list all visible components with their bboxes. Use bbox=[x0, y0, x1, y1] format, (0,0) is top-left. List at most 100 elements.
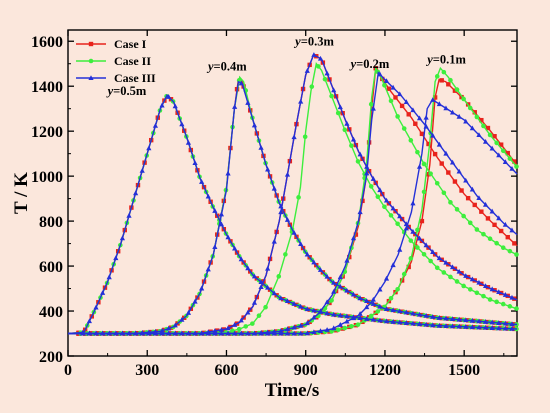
peak-label-value: =0.5m bbox=[113, 84, 147, 98]
data-marker bbox=[146, 330, 152, 336]
data-marker bbox=[159, 327, 165, 333]
legend-marker bbox=[88, 58, 94, 64]
data-marker bbox=[388, 295, 394, 301]
data-marker bbox=[383, 306, 390, 312]
data-marker bbox=[382, 83, 387, 88]
data-marker bbox=[185, 310, 192, 315]
data-marker bbox=[393, 95, 398, 100]
data-marker bbox=[199, 330, 205, 336]
data-marker bbox=[166, 94, 172, 99]
data-marker bbox=[113, 330, 119, 336]
data-marker bbox=[469, 276, 475, 282]
data-marker bbox=[113, 255, 119, 261]
data-marker bbox=[199, 179, 205, 184]
data-marker bbox=[502, 325, 508, 331]
data-marker bbox=[218, 330, 225, 336]
data-marker bbox=[139, 167, 145, 173]
data-marker bbox=[99, 330, 106, 336]
data-marker bbox=[461, 96, 466, 102]
data-marker bbox=[509, 321, 515, 327]
data-marker bbox=[410, 320, 416, 326]
data-marker bbox=[476, 132, 482, 138]
data-marker bbox=[375, 194, 381, 199]
data-marker bbox=[236, 326, 242, 332]
data-marker bbox=[152, 122, 159, 128]
data-marker bbox=[498, 228, 504, 234]
data-marker bbox=[476, 279, 482, 285]
data-marker bbox=[449, 264, 456, 270]
data-marker bbox=[179, 121, 185, 127]
data-marker bbox=[364, 304, 370, 310]
data-marker bbox=[397, 308, 403, 314]
peak-label-var: y bbox=[349, 57, 357, 71]
data-marker bbox=[449, 316, 456, 322]
x-axis-title: Time/s bbox=[265, 380, 320, 401]
data-marker bbox=[284, 217, 291, 222]
data-marker bbox=[454, 279, 460, 284]
data-marker bbox=[304, 320, 310, 326]
data-marker bbox=[441, 69, 447, 75]
peak-annotations: y=0.5my=0.4my=0.3my=0.2m y=0.1m bbox=[106, 35, 467, 98]
data-marker bbox=[443, 323, 449, 328]
legend-marker bbox=[88, 75, 94, 80]
data-marker bbox=[368, 101, 374, 107]
series-case-iii-group-5 bbox=[68, 97, 518, 336]
data-marker bbox=[344, 120, 350, 126]
data-marker bbox=[446, 170, 451, 175]
data-marker bbox=[311, 329, 317, 335]
data-marker bbox=[408, 256, 414, 261]
data-marker bbox=[258, 145, 264, 150]
data-marker bbox=[494, 240, 499, 246]
data-marker bbox=[505, 234, 510, 240]
data-marker bbox=[212, 328, 218, 333]
data-marker bbox=[406, 264, 411, 270]
data-marker bbox=[238, 80, 244, 86]
data-marker bbox=[469, 317, 475, 323]
data-marker bbox=[463, 324, 469, 329]
data-marker bbox=[258, 330, 264, 336]
data-marker bbox=[225, 325, 231, 331]
data-marker bbox=[370, 301, 376, 306]
data-marker bbox=[298, 330, 304, 336]
data-marker bbox=[423, 114, 429, 120]
data-marker bbox=[383, 275, 390, 281]
data-marker bbox=[436, 255, 442, 261]
data-marker bbox=[439, 161, 444, 166]
data-marker bbox=[86, 330, 92, 336]
data-marker bbox=[474, 290, 480, 296]
series-line bbox=[68, 66, 518, 335]
data-marker bbox=[476, 324, 482, 330]
data-marker bbox=[410, 107, 416, 113]
data-marker bbox=[238, 256, 244, 262]
data-marker bbox=[441, 190, 447, 196]
data-marker bbox=[416, 164, 423, 169]
data-marker bbox=[421, 161, 427, 167]
data-marker bbox=[350, 235, 357, 241]
data-marker bbox=[232, 330, 238, 336]
data-marker bbox=[494, 299, 499, 305]
data-marker bbox=[271, 330, 277, 336]
data-marker bbox=[329, 93, 334, 99]
data-marker bbox=[434, 180, 440, 186]
data-marker bbox=[370, 316, 376, 322]
peak-label-value: =0.3m bbox=[301, 35, 335, 49]
data-marker bbox=[271, 185, 277, 191]
data-marker bbox=[439, 78, 444, 83]
data-marker bbox=[284, 330, 291, 336]
data-marker bbox=[388, 98, 394, 104]
data-marker bbox=[397, 213, 403, 219]
data-marker bbox=[251, 299, 258, 305]
data-marker bbox=[502, 292, 508, 297]
data-marker bbox=[172, 103, 178, 109]
data-marker bbox=[463, 317, 469, 323]
data-marker bbox=[337, 104, 343, 110]
data-marker bbox=[399, 103, 405, 109]
y-tick-label: 1400 bbox=[31, 79, 63, 96]
data-marker bbox=[403, 225, 409, 231]
data-marker bbox=[474, 227, 480, 232]
data-marker bbox=[357, 315, 363, 320]
data-marker bbox=[487, 236, 493, 242]
data-marker bbox=[388, 213, 394, 218]
data-marker bbox=[276, 274, 282, 279]
